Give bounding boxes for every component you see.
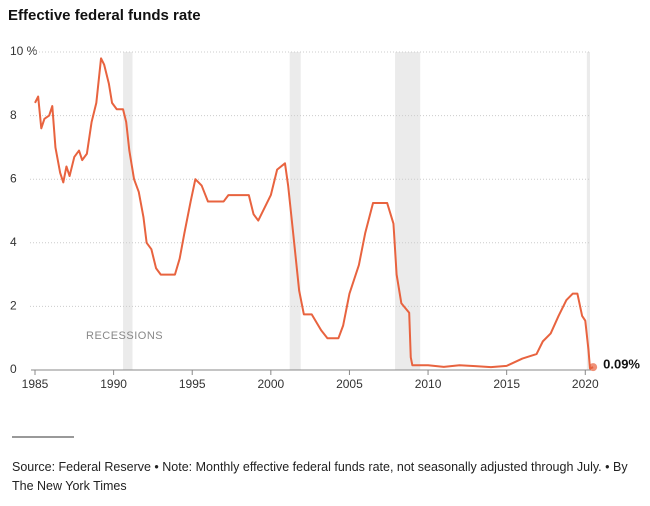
end-dot bbox=[589, 363, 598, 372]
recession-band bbox=[395, 52, 421, 370]
x-tick-label: 2010 bbox=[415, 377, 442, 391]
x-tick-label: 1985 bbox=[22, 377, 49, 391]
recession-band bbox=[289, 52, 301, 370]
y-tick-label: 2 bbox=[10, 299, 17, 313]
y-tick-label: 10 % bbox=[10, 44, 38, 58]
annotation: RECESSIONS bbox=[86, 330, 163, 342]
x-tick-label: 1995 bbox=[179, 377, 206, 391]
recession-band bbox=[123, 52, 133, 370]
x-tick-label: 2005 bbox=[336, 377, 363, 391]
series-line bbox=[34, 57, 594, 370]
y-tick-label: 8 bbox=[10, 108, 17, 122]
x-tick-label: 2020 bbox=[572, 377, 599, 391]
footnote: Source: Federal Reserve • Note: Monthly … bbox=[12, 460, 628, 493]
x-tick-label: 2015 bbox=[493, 377, 520, 391]
chart: Effective federal funds rate RECESSIONS 0… bbox=[8, 7, 640, 438]
recession-band bbox=[586, 52, 590, 370]
y-tick-label: 0 bbox=[10, 362, 17, 376]
y-tick-label: 6 bbox=[10, 171, 17, 185]
x-tick-label: 1990 bbox=[100, 377, 127, 391]
chart-title: Effective federal funds rate bbox=[8, 7, 201, 24]
y-tick-label: 4 bbox=[10, 235, 17, 249]
x-tick-label: 2000 bbox=[257, 377, 284, 391]
end-label: 0.09% bbox=[603, 357, 640, 372]
